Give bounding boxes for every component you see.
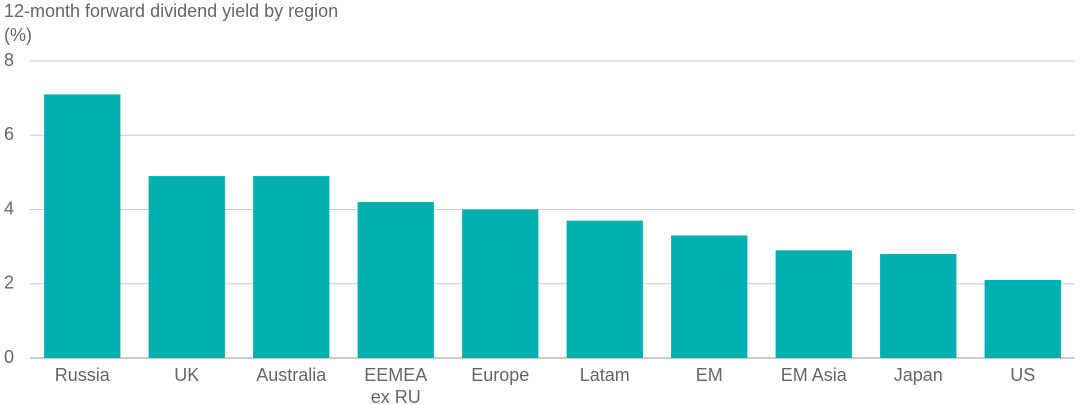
x-tick-label: UK xyxy=(174,365,199,385)
x-tick-label: Russia xyxy=(55,365,111,385)
bar xyxy=(880,254,957,358)
bar xyxy=(253,176,330,358)
x-tick-label: US xyxy=(1010,365,1035,385)
x-tick-label: EEMEA ex RU xyxy=(364,365,427,405)
bar xyxy=(148,176,225,358)
y-axis-label: (%) xyxy=(4,25,32,45)
y-tick-label: 4 xyxy=(4,198,14,218)
bar xyxy=(671,235,748,358)
y-tick-label: 2 xyxy=(4,273,14,293)
x-tick-label: Japan xyxy=(894,365,943,385)
chart-title: 12-month forward dividend yield by regio… xyxy=(4,1,338,21)
bar xyxy=(566,220,643,358)
y-tick-label: 0 xyxy=(4,347,14,367)
y-tick-label: 6 xyxy=(4,124,14,144)
x-tick-label: Europe xyxy=(471,365,529,385)
x-tick-label: Australia xyxy=(256,365,327,385)
bar xyxy=(44,94,121,358)
x-tick-label: Latam xyxy=(580,365,630,385)
bar xyxy=(775,250,852,358)
bar xyxy=(357,202,434,358)
y-tick-label: 8 xyxy=(4,50,14,70)
bar xyxy=(462,209,539,358)
bar xyxy=(984,280,1061,358)
x-tick-label: EM xyxy=(696,365,723,385)
x-tick-label: EM Asia xyxy=(781,365,848,385)
